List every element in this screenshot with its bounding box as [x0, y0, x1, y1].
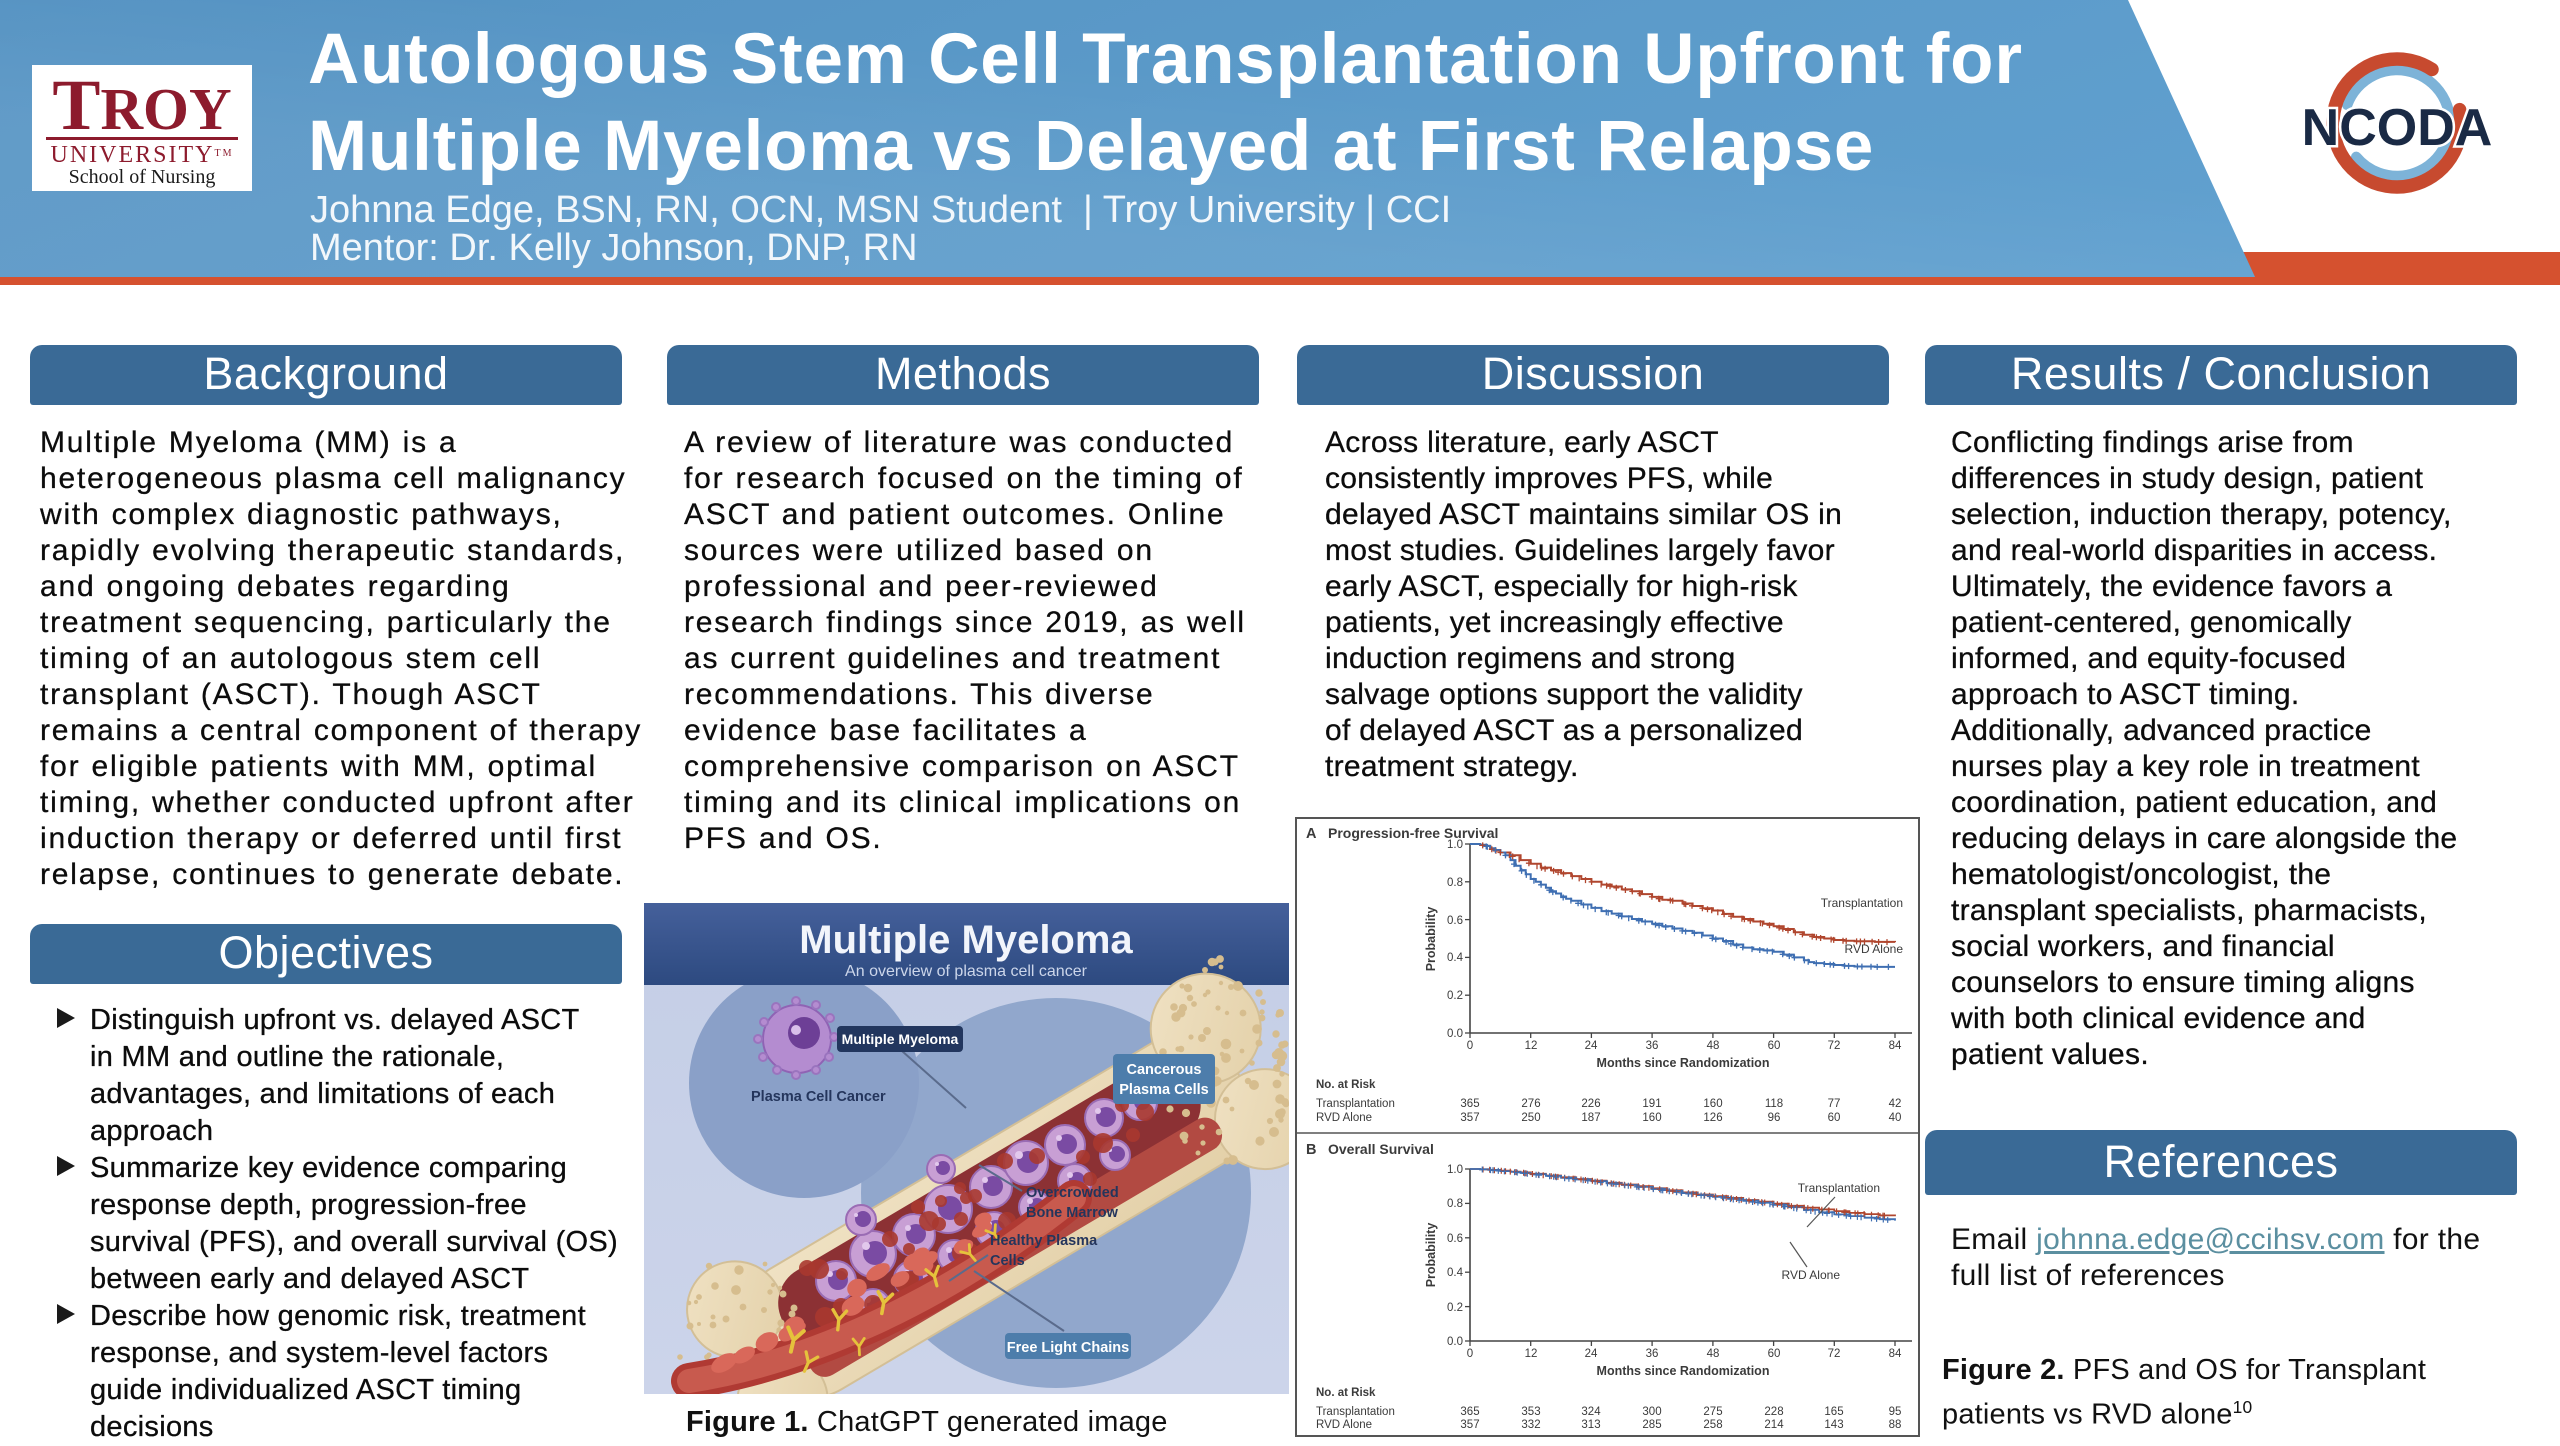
svg-text:Months since Randomization: Months since Randomization: [1597, 1364, 1770, 1378]
svg-text:0.8: 0.8: [1447, 1198, 1463, 1210]
svg-text:Multiple Myeloma: Multiple Myeloma: [842, 1031, 959, 1047]
svg-text:Progression-free Survival: Progression-free Survival: [1328, 825, 1498, 841]
svg-text:Transplantation: Transplantation: [1821, 896, 1903, 910]
svg-text:191: 191: [1642, 1098, 1661, 1110]
svg-text:Cancerous: Cancerous: [1127, 1062, 1202, 1078]
svg-text:258: 258: [1703, 1419, 1722, 1431]
svg-text:Probability: Probability: [1424, 1223, 1438, 1288]
svg-text:72: 72: [1828, 1348, 1841, 1360]
svg-text:0.8: 0.8: [1447, 877, 1463, 889]
svg-text:285: 285: [1642, 1419, 1661, 1431]
svg-text:No. at Risk: No. at Risk: [1316, 1387, 1376, 1399]
svg-text:118: 118: [1765, 1098, 1783, 1110]
svg-text:Cells: Cells: [990, 1253, 1025, 1269]
svg-text:332: 332: [1521, 1419, 1540, 1431]
svg-text:365: 365: [1460, 1406, 1479, 1418]
svg-text:0.6: 0.6: [1447, 915, 1463, 927]
svg-text:RVD Alone: RVD Alone: [1782, 1268, 1841, 1282]
svg-text:160: 160: [1703, 1098, 1722, 1110]
svg-text:324: 324: [1581, 1406, 1601, 1418]
svg-text:Overcrowded: Overcrowded: [1026, 1185, 1119, 1201]
svg-text:0.4: 0.4: [1447, 952, 1464, 964]
svg-text:40: 40: [1889, 1112, 1902, 1124]
svg-text:84: 84: [1889, 1348, 1902, 1360]
svg-text:300: 300: [1642, 1406, 1661, 1418]
svg-text:B: B: [1306, 1142, 1316, 1158]
svg-text:0: 0: [1467, 1348, 1473, 1360]
svg-text:160: 160: [1642, 1112, 1661, 1124]
svg-text:A: A: [1306, 826, 1317, 842]
svg-text:RVD Alone: RVD Alone: [1316, 1419, 1372, 1431]
svg-text:60: 60: [1768, 1040, 1781, 1052]
svg-text:0.2: 0.2: [1447, 1302, 1463, 1314]
svg-text:84: 84: [1889, 1040, 1902, 1052]
svg-text:Probability: Probability: [1424, 907, 1438, 972]
svg-text:276: 276: [1521, 1098, 1540, 1110]
svg-text:12: 12: [1525, 1348, 1538, 1360]
svg-text:Overall Survival: Overall Survival: [1328, 1141, 1434, 1157]
svg-text:88: 88: [1889, 1419, 1902, 1431]
svg-text:77: 77: [1828, 1098, 1841, 1110]
svg-text:42: 42: [1889, 1098, 1902, 1110]
svg-text:Bone Marrow: Bone Marrow: [1026, 1205, 1119, 1221]
svg-text:226: 226: [1581, 1098, 1600, 1110]
svg-text:0.0: 0.0: [1447, 1028, 1463, 1040]
svg-text:RVD Alone: RVD Alone: [1845, 942, 1904, 956]
svg-text:96: 96: [1768, 1112, 1781, 1124]
svg-text:12: 12: [1525, 1040, 1538, 1052]
svg-text:RVD Alone: RVD Alone: [1316, 1112, 1372, 1124]
svg-text:357: 357: [1460, 1419, 1479, 1431]
svg-text:48: 48: [1707, 1040, 1720, 1052]
svg-text:60: 60: [1828, 1112, 1841, 1124]
svg-text:1.0: 1.0: [1447, 839, 1463, 851]
svg-text:313: 313: [1581, 1419, 1600, 1431]
svg-text:353: 353: [1521, 1406, 1540, 1418]
svg-text:Transplantation: Transplantation: [1798, 1181, 1880, 1195]
svg-text:214: 214: [1764, 1419, 1784, 1431]
svg-text:72: 72: [1828, 1040, 1841, 1052]
svg-text:0.6: 0.6: [1447, 1233, 1463, 1245]
svg-text:Multiple Myeloma: Multiple Myeloma: [799, 918, 1133, 962]
svg-text:NCODA: NCODA: [2302, 99, 2493, 157]
svg-text:Free Light Chains: Free Light Chains: [1007, 1340, 1129, 1356]
svg-text:Healthy Plasma: Healthy Plasma: [990, 1233, 1098, 1249]
svg-text:250: 250: [1521, 1112, 1540, 1124]
svg-text:1.0: 1.0: [1447, 1164, 1463, 1176]
svg-text:Plasma Cells: Plasma Cells: [1119, 1082, 1208, 1098]
svg-text:365: 365: [1460, 1098, 1479, 1110]
svg-text:Plasma Cell Cancer: Plasma Cell Cancer: [751, 1089, 886, 1105]
svg-text:143: 143: [1824, 1419, 1843, 1431]
svg-text:0.2: 0.2: [1447, 990, 1463, 1002]
svg-text:36: 36: [1646, 1040, 1659, 1052]
svg-text:Transplantation: Transplantation: [1316, 1098, 1395, 1110]
svg-text:24: 24: [1585, 1348, 1598, 1360]
svg-text:36: 36: [1646, 1348, 1659, 1360]
svg-text:0.0: 0.0: [1447, 1336, 1463, 1348]
svg-text:165: 165: [1824, 1406, 1843, 1418]
svg-text:0: 0: [1467, 1040, 1473, 1052]
svg-text:95: 95: [1889, 1406, 1902, 1418]
svg-text:An overview of plasma cell can: An overview of plasma cell cancer: [845, 963, 1088, 980]
svg-text:357: 357: [1460, 1112, 1479, 1124]
svg-text:60: 60: [1768, 1348, 1781, 1360]
svg-text:228: 228: [1764, 1406, 1783, 1418]
svg-text:Months since Randomization: Months since Randomization: [1597, 1056, 1770, 1070]
svg-text:275: 275: [1703, 1406, 1722, 1418]
svg-text:48: 48: [1707, 1348, 1720, 1360]
svg-text:No. at Risk: No. at Risk: [1316, 1079, 1376, 1091]
svg-text:187: 187: [1581, 1112, 1600, 1124]
svg-text:126: 126: [1703, 1112, 1722, 1124]
svg-text:Transplantation: Transplantation: [1316, 1406, 1395, 1418]
svg-text:24: 24: [1585, 1040, 1598, 1052]
svg-text:0.4: 0.4: [1447, 1267, 1464, 1279]
